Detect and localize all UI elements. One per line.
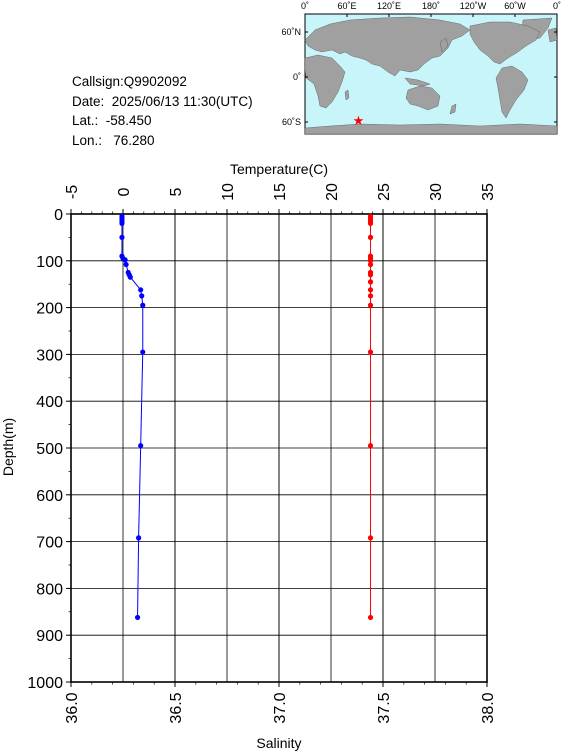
temperature-tick-label: -5 bbox=[64, 185, 81, 199]
map-longitude-label: 60˚E bbox=[337, 1, 356, 11]
data-point-salinity bbox=[367, 535, 374, 541]
data-point-temperature bbox=[134, 614, 141, 621]
grid-lines bbox=[70, 213, 488, 683]
depth-tick-label: 200 bbox=[36, 301, 63, 318]
map-longitude-label: 0˚ bbox=[301, 1, 309, 11]
depth-tick-label: 400 bbox=[36, 394, 63, 411]
depth-tick-label: 600 bbox=[36, 488, 63, 505]
station-marker: ★ bbox=[353, 113, 365, 128]
data-point-salinity bbox=[367, 302, 374, 308]
land-north-america bbox=[469, 21, 541, 65]
map-longitude-label: 120˚E bbox=[377, 1, 401, 11]
salinity-axis-label: Salinity bbox=[256, 735, 301, 751]
land-madagascar bbox=[344, 89, 350, 101]
data-point-salinity bbox=[367, 443, 374, 449]
data-point-salinity bbox=[367, 287, 374, 293]
temperature-tick-label: 10 bbox=[220, 183, 237, 201]
data-point-temperature bbox=[122, 257, 128, 263]
map-longitude-label: 120˚W bbox=[460, 1, 487, 11]
data-point-temperature bbox=[139, 293, 145, 299]
map-land bbox=[304, 16, 558, 135]
land-south-america bbox=[495, 65, 529, 119]
land-japan bbox=[439, 37, 449, 53]
salinity-tick-label: 38.0 bbox=[480, 692, 497, 723]
temperature-tick-label: 15 bbox=[272, 183, 289, 201]
temperature-tick-label: 25 bbox=[376, 183, 393, 201]
depth-tick-label: 500 bbox=[36, 441, 63, 458]
depth-tick-label: 700 bbox=[36, 535, 63, 552]
data-point-salinity bbox=[367, 293, 374, 299]
depth-tick-label: 300 bbox=[36, 347, 63, 364]
date-text: Date: 2025/06/13 11:30(UTC) bbox=[72, 93, 253, 109]
temperature-tick-label: 20 bbox=[324, 183, 341, 201]
map-latitude-label: 0˚ bbox=[293, 72, 301, 82]
depth-tick-label: 100 bbox=[36, 254, 63, 271]
map-longitude-label: 180˚ bbox=[422, 1, 440, 11]
map-longitude-label: 0˚ bbox=[553, 1, 561, 11]
depth-axis-label: Depth(m) bbox=[0, 418, 16, 476]
data-point-salinity bbox=[367, 349, 374, 355]
data-point-salinity bbox=[367, 220, 374, 226]
data-point-temperature bbox=[127, 274, 133, 280]
latitude-text: Lat.: -58.450 bbox=[72, 113, 152, 128]
salinity-tick-label: 36.0 bbox=[64, 692, 81, 723]
data-point-temperature bbox=[136, 535, 142, 541]
data-point-temperature bbox=[138, 287, 144, 293]
depth-tick-label: 900 bbox=[36, 628, 63, 645]
map-latitude-label: 60˚N bbox=[281, 27, 301, 37]
data-series bbox=[119, 213, 374, 621]
data-point-salinity bbox=[367, 234, 374, 240]
temperature-tick-label: 35 bbox=[480, 183, 497, 201]
temperature-tick-label: 5 bbox=[168, 187, 185, 196]
land-australia bbox=[405, 85, 441, 111]
depth-tick-label: 800 bbox=[36, 581, 63, 598]
temperature-tick-label: 0 bbox=[116, 187, 133, 196]
data-point-temperature bbox=[119, 220, 125, 226]
location-map: 0˚ 60˚E 120˚E 180˚ 120˚W 60˚W 0˚ 60˚N 0˚ 60˚S ★ bbox=[281, 1, 561, 135]
longitude-text: Lon.: 76.280 bbox=[72, 132, 155, 148]
salinity-tick-label: 36.5 bbox=[168, 692, 185, 723]
data-point-temperature bbox=[119, 234, 125, 240]
depth-tick-label: 0 bbox=[54, 207, 63, 224]
data-point-salinity bbox=[367, 258, 374, 264]
land-africa bbox=[304, 54, 346, 109]
land-eurasia bbox=[304, 16, 471, 77]
map-longitude-label: 60˚W bbox=[504, 1, 526, 11]
depth-tick-label: 1000 bbox=[27, 675, 63, 692]
data-point-temperature bbox=[138, 443, 144, 449]
salinity-tick-label: 37.0 bbox=[272, 692, 289, 723]
data-point-temperature bbox=[140, 349, 146, 355]
data-point-salinity bbox=[367, 614, 374, 621]
data-point-temperature bbox=[123, 261, 129, 268]
land-antarctica bbox=[304, 123, 558, 135]
salinity-tick-label: 37.5 bbox=[376, 692, 393, 723]
map-labels: 0˚ 60˚E 120˚E 180˚ 120˚W 60˚W 0˚ 60˚N 0˚ 60˚S bbox=[281, 1, 561, 127]
land-indonesia bbox=[404, 77, 431, 87]
data-point-salinity bbox=[367, 272, 374, 278]
land-new-zealand bbox=[449, 103, 457, 115]
data-point-salinity bbox=[367, 279, 374, 285]
data-point-salinity bbox=[367, 261, 374, 268]
map-latitude-label: 60˚S bbox=[282, 117, 301, 127]
callsign-text: Callsign:Q9902092 bbox=[72, 74, 187, 89]
data-point-temperature bbox=[140, 302, 146, 308]
station-info: Callsign:Q9902092 Date: 2025/06/13 11:30… bbox=[72, 72, 253, 150]
temperature-tick-label: 30 bbox=[428, 183, 445, 201]
temperature-axis-label: Temperature(C) bbox=[230, 161, 328, 177]
